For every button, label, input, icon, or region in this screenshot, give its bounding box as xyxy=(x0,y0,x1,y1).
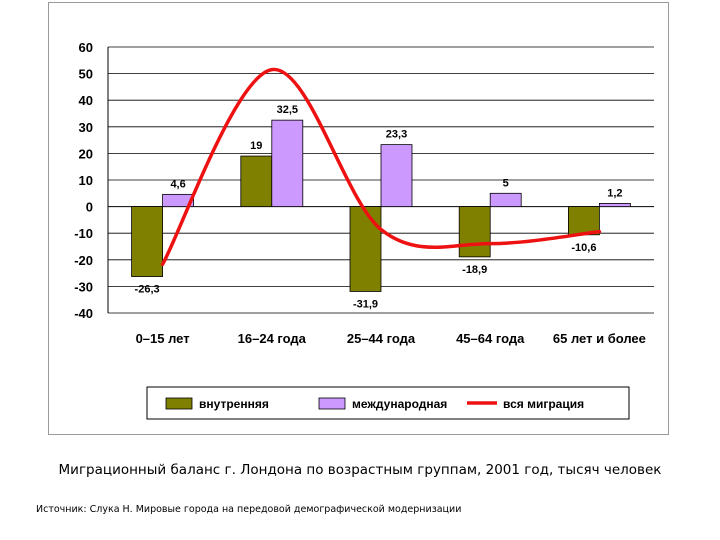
bar-international xyxy=(599,203,631,208)
y-tick-label: -40 xyxy=(74,306,93,321)
y-axis-ticks: 60 50 40 30 20 10 0 -10 -20 -30 -40 xyxy=(74,40,93,321)
category-label: 65 лет и более xyxy=(553,331,646,346)
data-label-international: 32,5 xyxy=(277,104,298,116)
y-tick-label: 50 xyxy=(79,67,93,82)
y-tick-label: 20 xyxy=(79,146,93,161)
y-tick-label: -10 xyxy=(74,226,93,241)
bar-internal xyxy=(240,155,273,207)
chart-frame: 60 50 40 30 20 10 0 -10 -20 -30 -40 -26,3 4,6 19 32,5… xyxy=(48,2,669,435)
chart-svg: 60 50 40 30 20 10 0 -10 -20 -30 -40 -26,3 4,6 19 32,5… xyxy=(74,40,654,420)
y-tick-label: -30 xyxy=(74,279,93,294)
data-labels: -26,3 4,6 19 32,5 -31,9 23,3 -18,9 5 -10,6 1,2 xyxy=(135,104,623,310)
chart-caption: Миграционный баланс г. Лондона по возрас… xyxy=(58,462,662,478)
category-label: 16–24 года xyxy=(238,331,307,346)
y-tick-label: 10 xyxy=(79,173,93,188)
bars xyxy=(131,119,631,292)
data-label-international: 4,6 xyxy=(170,178,185,190)
total-migration-line xyxy=(160,67,602,267)
y-tick-label: 40 xyxy=(79,93,93,108)
legend-label: внутренняя xyxy=(199,397,269,411)
category-label: 0–15 лет xyxy=(136,331,190,346)
bar-internal xyxy=(349,206,382,292)
legend-swatch xyxy=(318,397,346,410)
category-label: 25–44 года xyxy=(347,331,416,346)
bar-internal xyxy=(568,206,600,236)
series-line-total xyxy=(160,67,602,267)
data-label-internal: 19 xyxy=(250,140,262,152)
bar-internal xyxy=(458,206,491,258)
category-label: 45–64 года xyxy=(456,331,525,346)
data-label-internal: -31,9 xyxy=(353,298,378,310)
legend-label: вся миграция xyxy=(503,397,584,411)
y-tick-label: 0 xyxy=(86,200,93,215)
y-tick-label: 60 xyxy=(79,40,93,55)
data-label-international: 23,3 xyxy=(386,129,407,141)
data-label-international: 5 xyxy=(503,177,509,189)
bar-international xyxy=(380,144,413,207)
legend-swatch xyxy=(165,397,193,410)
legend: внутренняя международная вся миграция xyxy=(146,386,630,420)
legend-label: международная xyxy=(352,397,447,411)
bar-international xyxy=(271,119,304,207)
bar-internal xyxy=(131,206,163,277)
data-label-internal: -26,3 xyxy=(135,284,160,296)
legend-box xyxy=(146,386,630,420)
x-axis-categories: 0–15 лет 16–24 года 25–44 года 45–64 года 65… xyxy=(136,331,646,346)
data-label-internal: -18,9 xyxy=(462,264,487,276)
source-note: Источник: Слука Н. Мировые города на пер… xyxy=(36,504,462,515)
data-label-internal: -10,6 xyxy=(571,242,596,254)
y-tick-label: 30 xyxy=(79,120,93,135)
data-label-international: 1,2 xyxy=(607,187,622,199)
y-tick-label: -20 xyxy=(74,253,93,268)
bar-international xyxy=(162,193,194,207)
bar-international xyxy=(489,192,522,208)
